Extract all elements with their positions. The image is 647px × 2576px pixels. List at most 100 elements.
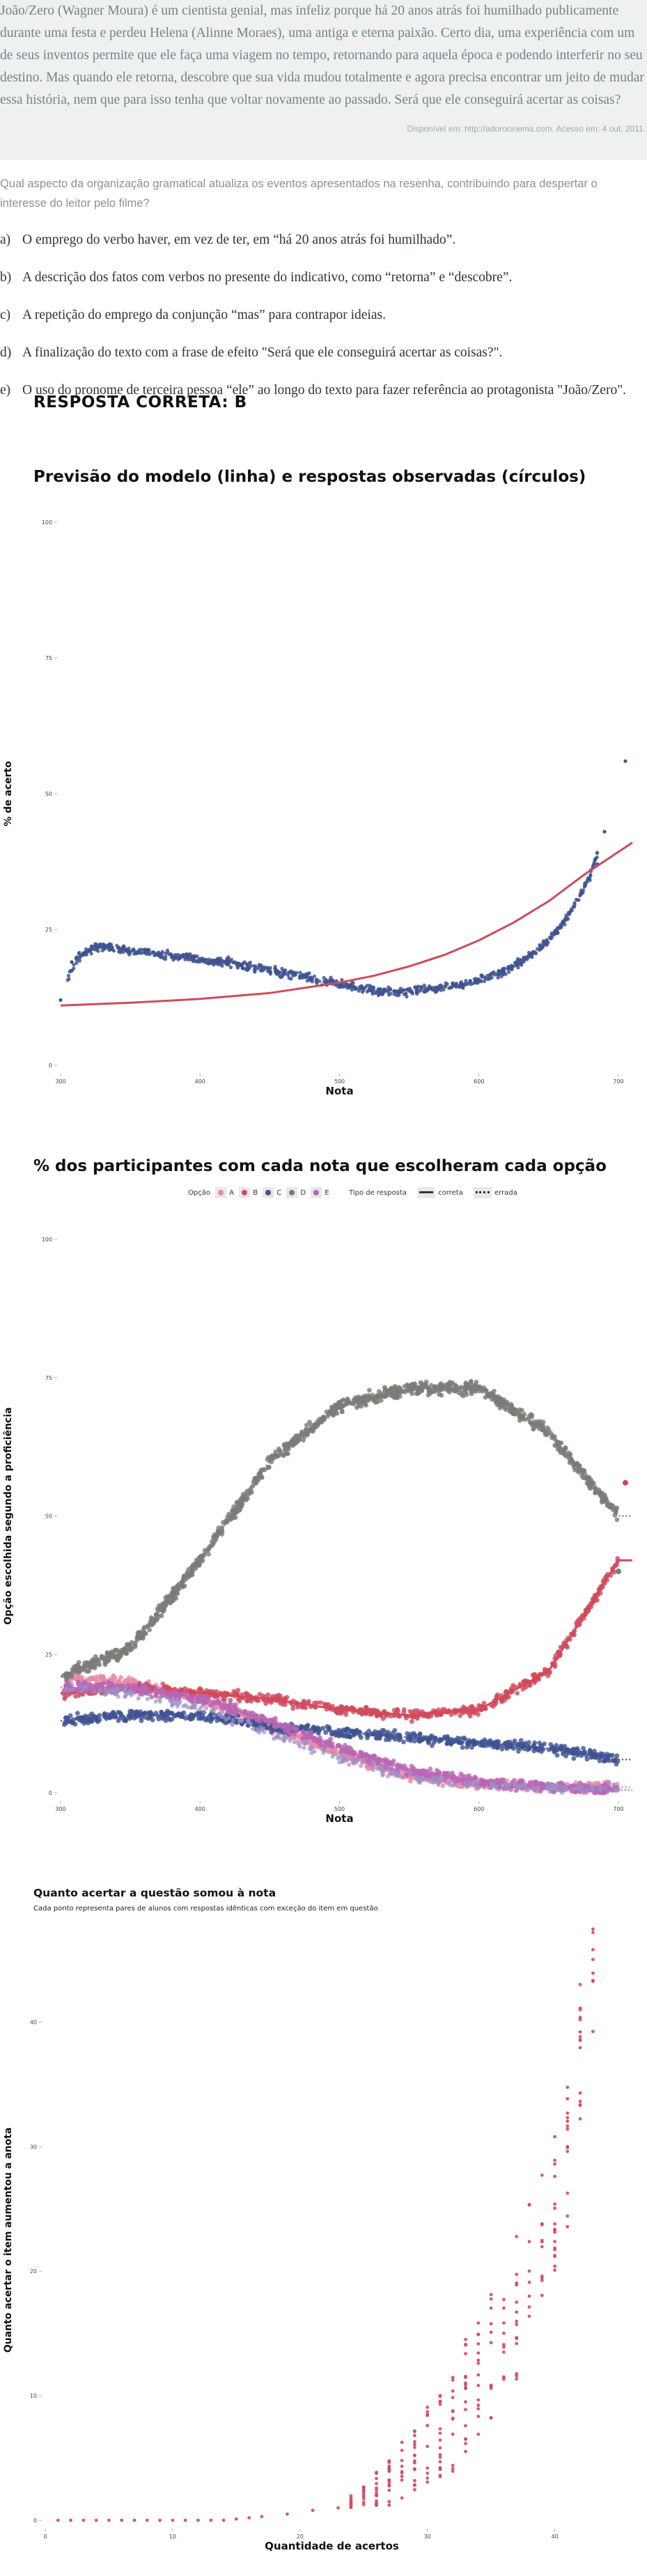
chart2-point-b bbox=[515, 1690, 520, 1696]
chart1-point bbox=[160, 950, 164, 954]
chart2-point-b bbox=[461, 1704, 466, 1710]
chart2-point-b bbox=[467, 1713, 473, 1719]
chart2-point-a bbox=[125, 1678, 130, 1683]
chart2-point-b bbox=[364, 1704, 368, 1710]
chart1-point bbox=[280, 966, 284, 971]
chart2-point-overlap bbox=[359, 1764, 364, 1768]
legend-option-title: Opção bbox=[188, 1188, 210, 1197]
option-d[interactable]: d) A finalização do texto com a frase de … bbox=[0, 334, 647, 372]
chart2-point-b bbox=[410, 1719, 414, 1725]
chart2-point-d bbox=[68, 1674, 74, 1679]
chart1-point bbox=[299, 975, 303, 979]
chart2-point-c bbox=[336, 1732, 341, 1738]
legend-swatch-correct bbox=[417, 1187, 436, 1198]
chart1-point bbox=[253, 970, 257, 974]
chart2-point-e bbox=[450, 1770, 455, 1775]
legend-swatch-d bbox=[286, 1187, 298, 1198]
chart1-point bbox=[340, 977, 344, 982]
chart2-point-c bbox=[465, 1745, 469, 1750]
chart1-ytick-label: 0 bbox=[49, 1062, 52, 1069]
chart1-point bbox=[93, 942, 98, 946]
chart1-point bbox=[77, 959, 81, 963]
chart1-point bbox=[235, 964, 240, 968]
chart1-point bbox=[259, 967, 263, 971]
chart1-point bbox=[254, 966, 258, 970]
chart2-point-c bbox=[188, 1716, 194, 1722]
chart2-point-overlap bbox=[432, 1779, 437, 1784]
chart1-point bbox=[274, 968, 279, 972]
chart2-point-e bbox=[467, 1773, 471, 1778]
chart1-point bbox=[81, 953, 85, 957]
chart2-point-d bbox=[341, 1397, 346, 1403]
chart2-point-b bbox=[532, 1672, 538, 1678]
chart1-point bbox=[98, 943, 102, 948]
chart2-ytick-label: 50 bbox=[45, 1514, 52, 1520]
chart2-point-d bbox=[95, 1657, 100, 1662]
chart1-point bbox=[570, 907, 574, 911]
chart2-point-b bbox=[245, 1692, 250, 1697]
chart1-point bbox=[165, 948, 169, 952]
chart2-point-c bbox=[429, 1733, 434, 1738]
chart1-point bbox=[416, 984, 421, 989]
chart2-point-overlap bbox=[386, 1765, 391, 1769]
chart2-point-overlap bbox=[231, 1718, 235, 1722]
chart1-ytick-label: 75 bbox=[45, 655, 52, 661]
chart2-point-c bbox=[156, 1716, 162, 1722]
chart1-point bbox=[224, 962, 229, 966]
chart1-point bbox=[574, 897, 579, 902]
chart2-point-a bbox=[112, 1675, 118, 1680]
option-b[interactable]: b) A descrição dos fatos com verbos no pr… bbox=[0, 259, 647, 297]
chart1-point bbox=[127, 951, 132, 955]
chart1-point bbox=[169, 953, 173, 957]
chart2-point-a bbox=[99, 1674, 104, 1679]
legend-label-d: D bbox=[300, 1188, 306, 1197]
chart1-point bbox=[507, 970, 511, 974]
chart2-point-b bbox=[380, 1716, 386, 1721]
chart2-point-d bbox=[393, 1386, 398, 1391]
chart1-point bbox=[395, 989, 399, 994]
chart2-point-c bbox=[571, 1756, 577, 1761]
chart1-point bbox=[305, 979, 309, 983]
chart2-ytick-label: 100 bbox=[42, 1236, 52, 1243]
passage-source: Disponível em: http://adorocinema.com. A… bbox=[407, 124, 646, 134]
chart2-point-c bbox=[153, 1711, 159, 1715]
chart1-point bbox=[468, 979, 472, 983]
chart1-point bbox=[554, 931, 559, 935]
chart2-point-d bbox=[469, 1382, 474, 1388]
chart1-point bbox=[398, 987, 403, 991]
chart2-point-d bbox=[416, 1390, 421, 1395]
chart2-point-d bbox=[508, 1408, 513, 1413]
chart2-point-overlap bbox=[330, 1754, 335, 1759]
chart2-point-c bbox=[374, 1736, 379, 1741]
chart1-point bbox=[194, 959, 198, 963]
chart2-point-e bbox=[434, 1768, 439, 1773]
chart2-point-overlap bbox=[164, 1695, 169, 1699]
chart2-point-d bbox=[126, 1642, 132, 1648]
chart2-point-overlap bbox=[477, 1784, 482, 1789]
chart2-point-d bbox=[426, 1389, 432, 1395]
chart2-point-c bbox=[426, 1741, 431, 1745]
chart1-point bbox=[148, 952, 152, 957]
chart2-point-b bbox=[299, 1705, 305, 1710]
chart1-point bbox=[410, 989, 414, 994]
chart1-point bbox=[371, 990, 375, 994]
chart2-point-overlap bbox=[157, 1699, 162, 1704]
option-e[interactable]: e) O uso do pronome de terceira pessoa “e… bbox=[0, 372, 647, 409]
chart2-point-d bbox=[529, 1420, 534, 1426]
chart1-point bbox=[554, 928, 558, 932]
option-text: A finalização do texto com a frase de ef… bbox=[22, 345, 503, 360]
chart1-xlabel: Nota bbox=[325, 1085, 353, 1097]
chart1-point bbox=[247, 961, 251, 966]
option-a[interactable]: a) O emprego do verbo haver, em vez de te… bbox=[0, 221, 647, 259]
chart1-point bbox=[414, 989, 419, 994]
chart1-point bbox=[117, 945, 121, 950]
chart2-point-c bbox=[68, 1713, 73, 1718]
option-text: A repetição do emprego da conjunção “mas… bbox=[22, 308, 386, 322]
passage-box: João/Zero (Wagner Moura) é um cientista … bbox=[0, 0, 647, 160]
chart1-point bbox=[242, 960, 247, 964]
chart1-point bbox=[327, 978, 332, 982]
chart1-point bbox=[231, 960, 235, 965]
option-c[interactable]: c) A repetição do emprego da conjunção “m… bbox=[0, 297, 647, 334]
chart2-point-d bbox=[504, 1401, 510, 1406]
chart1-point bbox=[401, 988, 405, 992]
